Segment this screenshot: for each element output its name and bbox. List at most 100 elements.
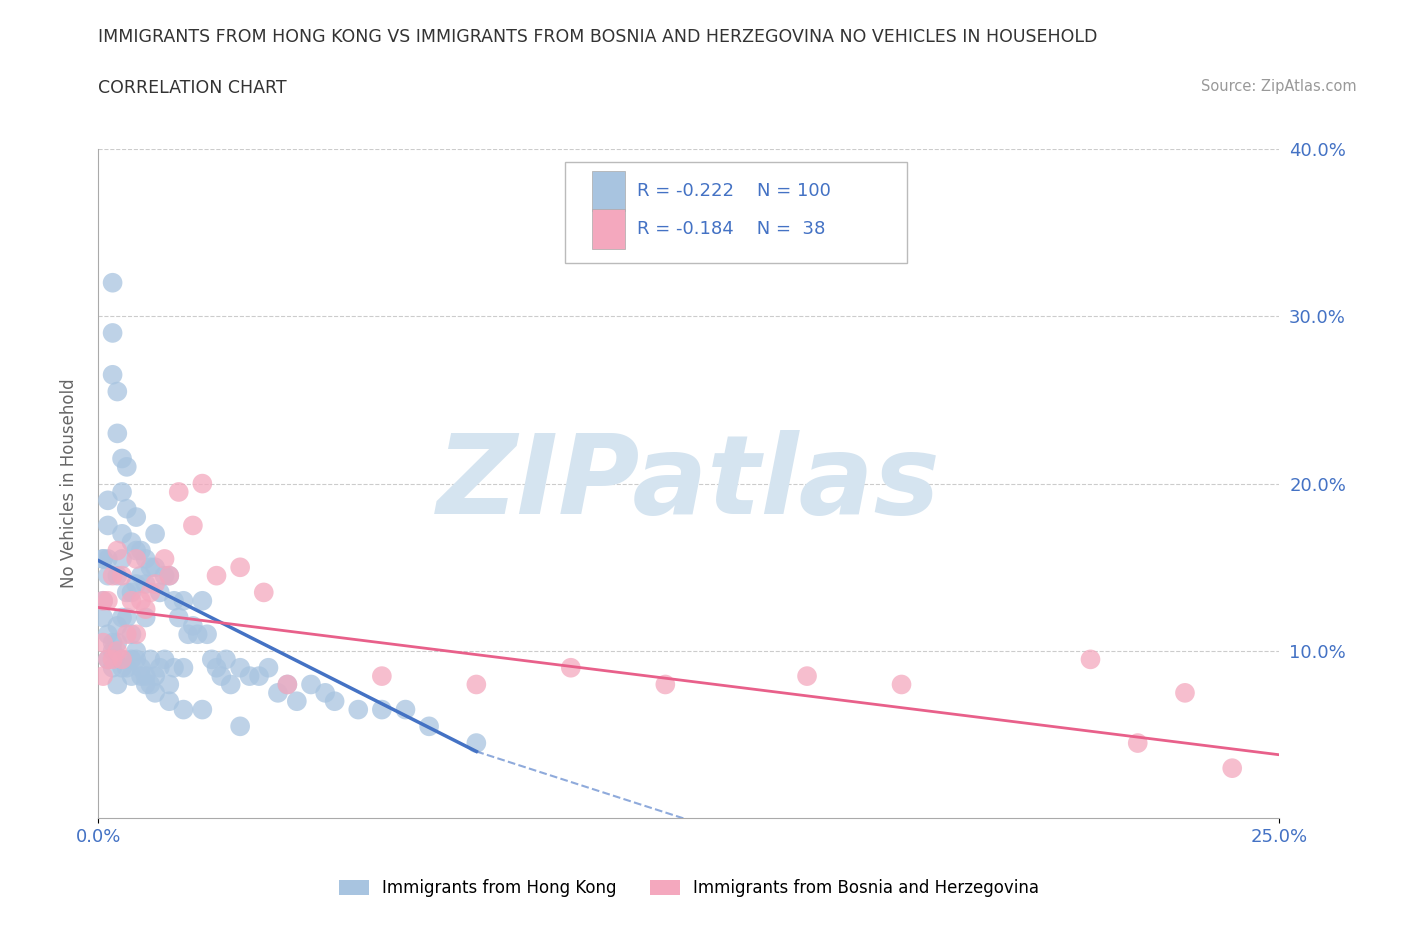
Point xyxy=(121,669,143,684)
Text: CORRELATION CHART: CORRELATION CHART xyxy=(98,79,287,97)
Point xyxy=(371,669,394,684)
Point xyxy=(157,568,180,583)
Point xyxy=(91,593,114,608)
Point xyxy=(135,669,157,684)
Point xyxy=(143,560,166,575)
Text: R = -0.222    N = 100: R = -0.222 N = 100 xyxy=(637,182,831,200)
Point xyxy=(267,685,290,700)
Point xyxy=(229,660,252,675)
Point xyxy=(167,485,190,499)
Point xyxy=(111,652,134,667)
Point xyxy=(205,568,228,583)
Point xyxy=(129,568,152,583)
Point xyxy=(115,585,138,600)
Point xyxy=(139,677,162,692)
Point xyxy=(121,593,143,608)
Point xyxy=(121,627,143,642)
Point xyxy=(105,677,128,692)
Point xyxy=(91,593,114,608)
Point xyxy=(187,627,209,642)
Point xyxy=(153,551,176,566)
Point xyxy=(299,677,322,692)
Point xyxy=(121,652,143,667)
Point xyxy=(111,551,134,566)
Point xyxy=(201,652,224,667)
Point xyxy=(101,660,124,675)
Text: Source: ZipAtlas.com: Source: ZipAtlas.com xyxy=(1201,79,1357,94)
Point xyxy=(229,719,252,734)
Point xyxy=(125,644,148,658)
Point xyxy=(97,593,120,608)
Point xyxy=(796,669,818,684)
Point xyxy=(97,518,120,533)
Point xyxy=(394,702,416,717)
Point xyxy=(239,669,262,684)
Point xyxy=(91,551,114,566)
Point xyxy=(172,593,194,608)
Point xyxy=(139,585,162,600)
Point xyxy=(219,677,242,692)
Point xyxy=(129,660,152,675)
Point xyxy=(111,485,134,499)
Point xyxy=(105,426,128,441)
FancyBboxPatch shape xyxy=(565,162,907,262)
Point xyxy=(115,627,138,642)
Point xyxy=(101,635,124,650)
Point xyxy=(115,501,138,516)
Point xyxy=(115,459,138,474)
Point xyxy=(111,568,134,583)
Point xyxy=(157,694,180,709)
Point xyxy=(105,644,128,658)
Point xyxy=(101,326,124,340)
Point xyxy=(157,568,180,583)
Point xyxy=(1220,761,1243,776)
Point xyxy=(285,694,308,709)
Point xyxy=(91,669,114,684)
Point xyxy=(101,275,124,290)
Point xyxy=(135,551,157,566)
Point xyxy=(153,652,176,667)
Point xyxy=(371,702,394,717)
Point xyxy=(97,493,120,508)
Point xyxy=(153,568,176,583)
Point xyxy=(97,652,120,667)
Point xyxy=(149,585,172,600)
Point xyxy=(195,627,218,642)
Point xyxy=(257,660,280,675)
Point xyxy=(253,585,276,600)
Point xyxy=(143,669,166,684)
Point xyxy=(115,610,138,625)
Y-axis label: No Vehicles in Household: No Vehicles in Household xyxy=(59,379,77,589)
Point xyxy=(143,577,166,591)
Text: R = -0.184    N =  38: R = -0.184 N = 38 xyxy=(637,220,825,238)
Point xyxy=(191,476,214,491)
Point xyxy=(172,660,194,675)
Point xyxy=(149,660,172,675)
Point xyxy=(163,660,186,675)
Point xyxy=(125,510,148,525)
Point xyxy=(465,736,488,751)
FancyBboxPatch shape xyxy=(592,171,626,211)
Point xyxy=(115,660,138,675)
Point xyxy=(129,669,152,684)
Point xyxy=(163,593,186,608)
Legend: Immigrants from Hong Kong, Immigrants from Bosnia and Herzegovina: Immigrants from Hong Kong, Immigrants fr… xyxy=(339,879,1039,897)
Point xyxy=(157,677,180,692)
Point xyxy=(125,543,148,558)
Point xyxy=(105,635,128,650)
Point xyxy=(191,702,214,717)
Point xyxy=(101,568,124,583)
Point xyxy=(209,669,232,684)
Point xyxy=(121,535,143,550)
Point xyxy=(125,551,148,566)
Point xyxy=(215,652,238,667)
Point xyxy=(105,618,128,633)
Point xyxy=(121,585,143,600)
Point xyxy=(654,677,676,692)
Point xyxy=(105,384,128,399)
Point xyxy=(125,652,148,667)
Point xyxy=(135,677,157,692)
Point xyxy=(97,627,120,642)
Point xyxy=(418,719,440,734)
Point xyxy=(191,593,214,608)
